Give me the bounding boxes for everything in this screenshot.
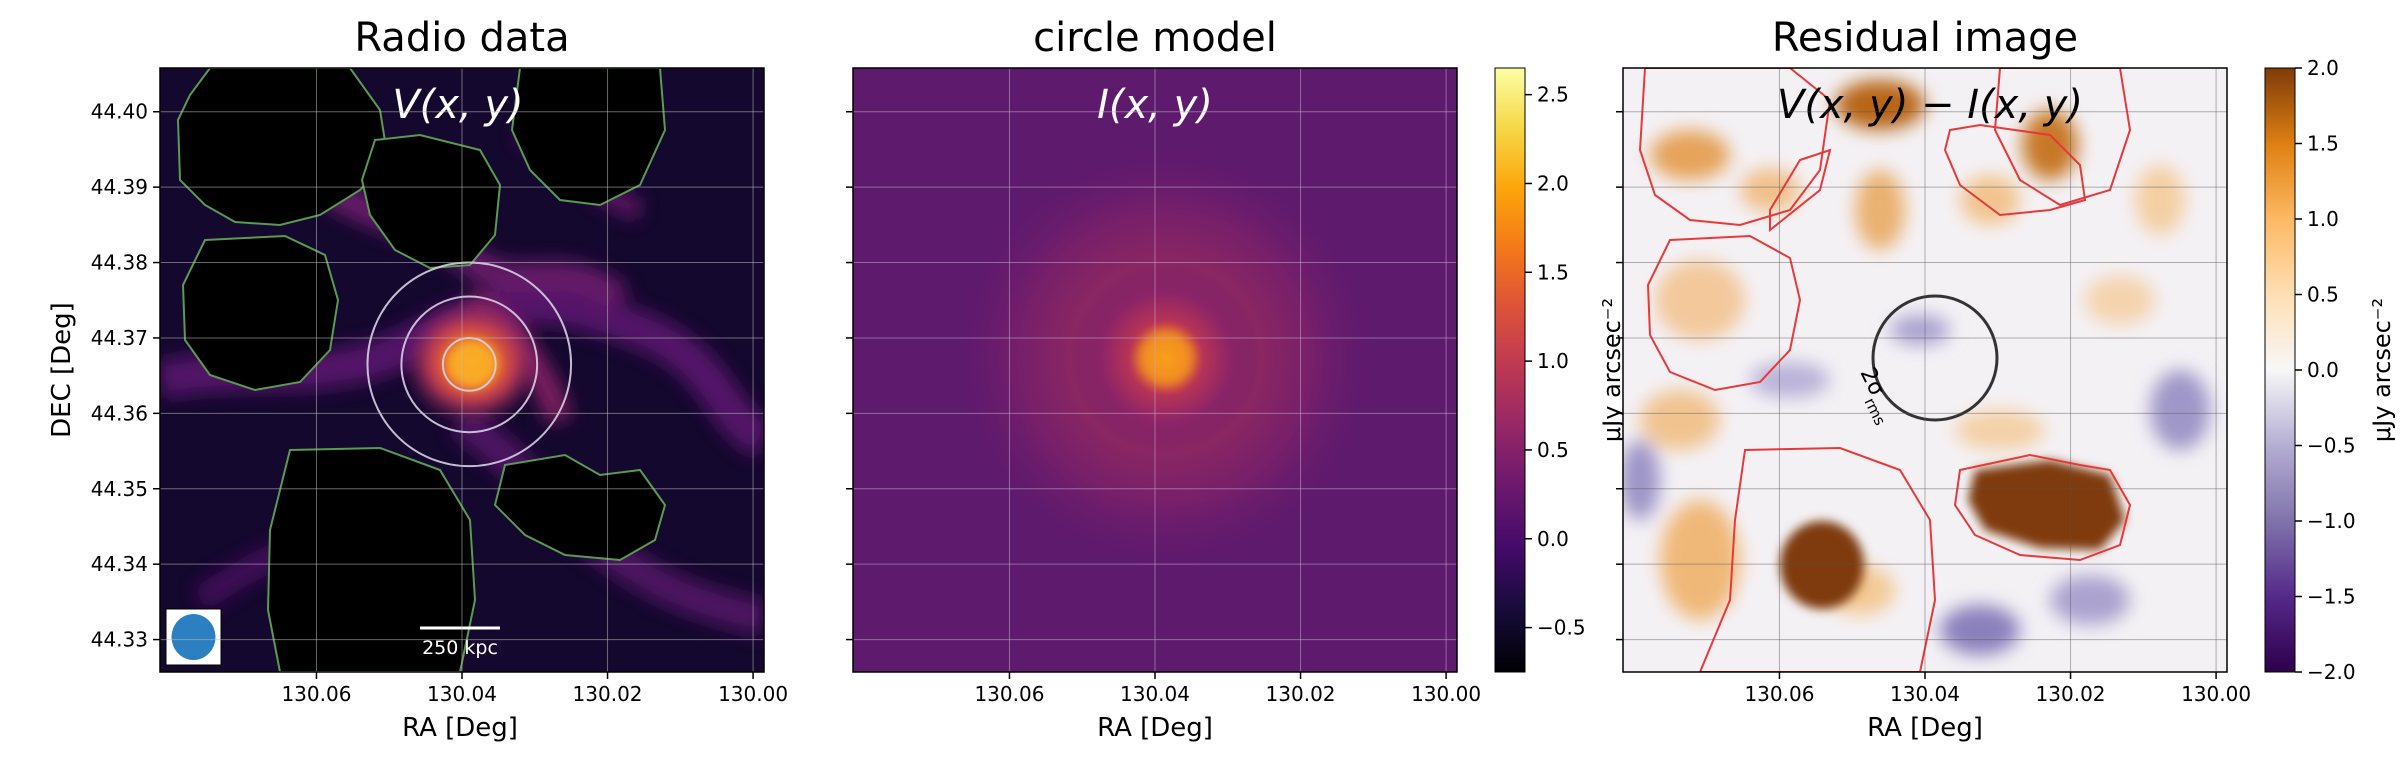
- y-tick-label: 44.33: [91, 628, 148, 652]
- x-axis-label: RA [Deg]: [1097, 713, 1213, 743]
- colorbar-tick-label: −1.5: [2307, 585, 2356, 609]
- x-tick-label: 130.02: [1266, 682, 1336, 706]
- y-tick-label: 44.37: [91, 326, 148, 350]
- x-tick-label: 130.02: [2036, 682, 2106, 706]
- x-tick-label: 130.06: [281, 682, 351, 706]
- colorbar-tick-label: −0.5: [2307, 434, 2356, 458]
- colorbar-tick-label: 0.0: [2307, 358, 2339, 382]
- y-tick-label: 44.38: [91, 251, 148, 275]
- x-tick-label: 130.00: [718, 682, 788, 706]
- x-tick-label: 130.04: [1120, 682, 1190, 706]
- residual-image: [1623, 68, 2227, 672]
- x-axis-label: RA [Deg]: [1867, 713, 1983, 743]
- x-tick-label: 130.02: [573, 682, 643, 706]
- x-tick-label: 130.00: [2181, 682, 2251, 706]
- x-tick-label: 130.04: [427, 682, 497, 706]
- y-tick-label: 44.39: [91, 175, 148, 199]
- beam-marker: [165, 608, 222, 666]
- x-tick-label: 130.04: [1890, 682, 1960, 706]
- colorbar-model: −0.5 0.0 0.5 1.0 1.5 2.0 2.5 μJy arcsec⁻²: [1494, 67, 1626, 673]
- x-tick-label: 130.06: [1744, 682, 1814, 706]
- colorbar-label: μJy arcsec⁻²: [1598, 298, 1626, 442]
- colorbar-residual: −2.0 −1.5 −1.0 −0.5 0.0 0.5 1.0 1.5 2.0 μJy arcs…: [2264, 56, 2396, 684]
- colorbar-tick-label: 1.5: [1537, 260, 1569, 284]
- masked-regions: [176, 68, 667, 672]
- panel-annotation: V(x, y) − I(x, y): [1777, 82, 2083, 128]
- y-tick-label: 44.36: [91, 401, 148, 425]
- residual-image-panel: Residual image: [1616, 15, 2396, 743]
- colorbar-ticks: −0.5 0.0 0.5 1.0 1.5 2.0 2.5: [1525, 83, 1586, 640]
- mask-contours: [1638, 68, 2132, 672]
- y-tick-label: 44.34: [91, 552, 148, 576]
- radio-data-panel: Radio data: [47, 15, 788, 743]
- colorbar-tick-label: −0.5: [1537, 616, 1586, 640]
- y-tick-label: 44.35: [91, 477, 148, 501]
- y-tick-label: 44.40: [91, 100, 148, 124]
- x-axis-label: RA [Deg]: [402, 713, 518, 743]
- colorbar-ticks: −2.0 −1.5 −1.0 −0.5 0.0 0.5 1.0 1.5 2.0: [2295, 56, 2356, 684]
- panel-title: Radio data: [354, 15, 569, 61]
- colorbar-tick-label: 1.0: [1537, 349, 1569, 373]
- circle-model-panel: circle model I(x, y) 130.06 130.04 130.02 1…: [846, 15, 1626, 743]
- panel-title: circle model: [1033, 15, 1277, 61]
- annular-regions: [366, 261, 573, 468]
- x-tick-label: 130.00: [1411, 682, 1481, 706]
- colorbar-tick-label: 0.5: [2307, 283, 2339, 307]
- colorbar-tick-label: −2.0: [2307, 660, 2356, 684]
- panel-annotation: V(x, y): [392, 82, 523, 128]
- colorbar-tick-label: 1.5: [2307, 132, 2339, 156]
- colorbar-tick-label: 1.0: [2307, 207, 2339, 231]
- annulus-circle: [400, 295, 539, 434]
- x-tick-label: 130.06: [974, 682, 1044, 706]
- panel-title: Residual image: [1772, 15, 2078, 61]
- scale-bar: 250 kpc: [420, 626, 500, 659]
- colorbar-tick-label: 2.0: [1537, 171, 1569, 195]
- scale-bar-label: 250 kpc: [422, 637, 498, 659]
- colorbar-tick-label: 2.5: [1537, 83, 1569, 107]
- y-axis-label: DEC [Deg]: [47, 302, 77, 438]
- colorbar-tick-label: −1.0: [2307, 509, 2356, 533]
- residual-axes: 130.06 130.04 130.02 130.00: [1616, 68, 2251, 706]
- colorbar-tick-label: 0.5: [1537, 438, 1569, 462]
- radio-data-axes: 130.06 130.04 130.02 130.00 44.33 44.34 44.35 4…: [91, 68, 788, 706]
- circle-model-axes: 130.06 130.04 130.02 130.00: [846, 68, 1481, 706]
- colorbar-label: μJy arcsec⁻²: [2368, 298, 2396, 442]
- colorbar-tick-label: 2.0: [2307, 56, 2339, 80]
- colorbar-tick-label: 0.0: [1537, 527, 1569, 551]
- sigma-circle: [1871, 294, 1999, 422]
